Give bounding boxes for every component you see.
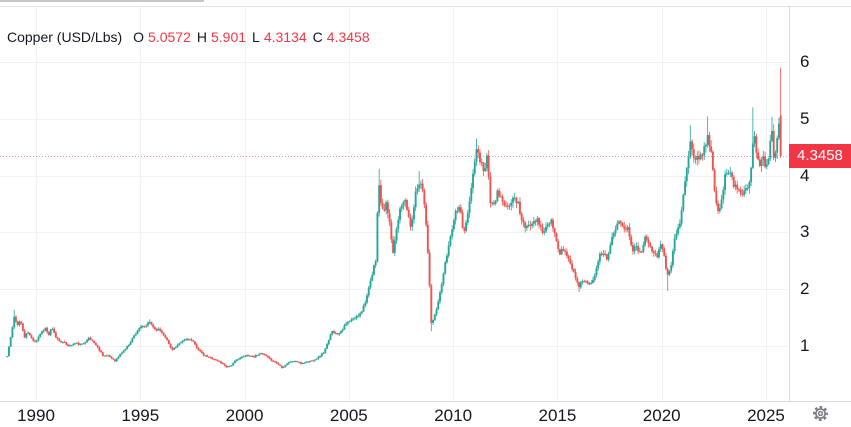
high-label: H [196, 29, 207, 45]
last-price-label: 4.3458 [797, 146, 843, 164]
open-label: O [133, 29, 145, 45]
last-price-badge: 4.3458 [789, 143, 851, 168]
low-value: 4.3134 [263, 29, 307, 45]
time-tick-label[interactable]: 2000 [225, 406, 264, 425]
price-tick-label: 1 [800, 336, 810, 355]
time-tick-label[interactable]: 2020 [642, 406, 681, 425]
close-value: 4.3458 [326, 29, 370, 45]
price-tick-label: 3 [800, 222, 810, 242]
price-axis[interactable]: 4.3458 6 5 4 3 2 1 [789, 6, 851, 401]
price-tick-label: 4 [800, 165, 810, 185]
time-tick-label[interactable]: 2025 [747, 406, 785, 425]
time-tick-label[interactable]: 2005 [329, 406, 368, 425]
chart-legend[interactable]: Copper (USD/Lbs) O 5.0572 H 5.901 L 4.3134 C 4.3… [7, 29, 370, 45]
time-tick-label[interactable]: 1995 [121, 406, 160, 425]
price-tick-label: 6 [800, 52, 810, 71]
time-tick-label[interactable]: 2010 [434, 406, 473, 425]
settings-gear-icon[interactable] [811, 404, 831, 424]
time-tick-label[interactable]: 1990 [17, 406, 55, 425]
price-tick-label: 5 [800, 108, 810, 128]
price-tick-label: 2 [800, 279, 810, 299]
close-label: C [312, 29, 323, 45]
open-value: 5.0572 [148, 29, 191, 45]
gear-icon [812, 405, 829, 422]
low-label: L [252, 29, 260, 45]
time-axis[interactable]: 1990 1995 2000 2005 2010 2015 2020 2025 [0, 401, 851, 427]
high-value: 5.901 [211, 29, 247, 45]
time-tick-label[interactable]: 2015 [538, 406, 577, 425]
symbol-title[interactable]: Copper (USD/Lbs) [7, 29, 123, 45]
